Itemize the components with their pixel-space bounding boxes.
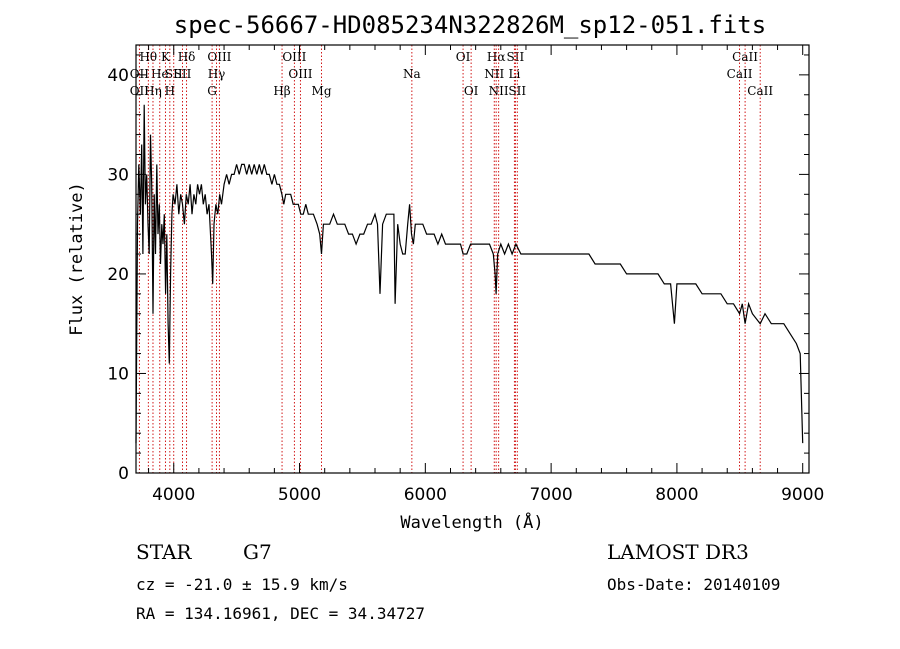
- line-marker-label: Hγ: [208, 67, 226, 81]
- line-marker-label: OIII: [288, 67, 312, 81]
- line-marker-label: OI: [456, 50, 471, 64]
- line-marker-label: NII: [484, 67, 504, 81]
- line-marker-label: NII: [489, 84, 509, 98]
- x-tick-label: 5000: [278, 485, 321, 505]
- line-marker-label: SII: [165, 67, 183, 81]
- line-marker-label: He: [151, 67, 169, 81]
- line-marker-label: CaII: [747, 84, 773, 98]
- object-class: STAR: [136, 540, 192, 564]
- line-marker-label: SII: [508, 84, 526, 98]
- x-tick-label: 6000: [404, 485, 447, 505]
- line-marker-label: Hα: [487, 50, 506, 64]
- line-marker-label: SII: [507, 50, 525, 64]
- line-marker-label: K: [161, 50, 171, 64]
- survey-name: LAMOST DR3: [607, 540, 749, 564]
- line-marker-label: CaII: [727, 67, 753, 81]
- plot-frame: [135, 44, 810, 474]
- line-marker-label: Hβ: [273, 84, 290, 98]
- y-axis-label: Flux (relative): [67, 182, 87, 336]
- line-marker-label: Mg: [312, 84, 332, 98]
- x-tick-label: 8000: [655, 485, 698, 505]
- line-marker-label: OIII: [207, 50, 231, 64]
- y-tick-label: 0: [118, 464, 129, 484]
- line-marker-label: Na: [403, 67, 421, 81]
- y-tick-label: 20: [107, 265, 129, 285]
- obs-date: Obs-Date: 20140109: [607, 575, 780, 594]
- line-marker-label: Li: [508, 67, 520, 81]
- redshift-text: cz = -21.0 ± 15.9 km/s: [136, 575, 348, 594]
- line-marker-label: Hη: [144, 84, 162, 98]
- spectrum-line: [135, 104, 804, 444]
- line-marker-label: H: [165, 84, 175, 98]
- axis-ticks: 4000 5000 6000 7000 8000 9000 0 10 20 30 40: [107, 45, 824, 505]
- line-marker-label: G: [207, 84, 217, 98]
- x-tick-label: 7000: [529, 485, 572, 505]
- line-marker-label: CaII: [732, 50, 758, 64]
- y-tick-label: 30: [107, 165, 129, 185]
- y-tick-label: 40: [107, 66, 129, 86]
- line-marker-label: SII: [174, 67, 192, 81]
- line-marker-label: OI: [464, 84, 479, 98]
- subclass: G7: [243, 540, 272, 564]
- line-marker-label: OII: [130, 67, 150, 81]
- line-marker-label: OIII: [282, 50, 306, 64]
- x-tick-label: 9000: [781, 485, 824, 505]
- y-tick-label: 10: [107, 364, 129, 384]
- line-marker-label: Hδ: [178, 50, 196, 64]
- chart-title: spec-56667-HD085234N322826M_sp12-051.fit…: [174, 11, 766, 39]
- coordinates: RA = 134.16961, DEC = 34.34727: [136, 604, 425, 623]
- line-marker-label: OII: [130, 84, 150, 98]
- line-marker-label: Hθ: [139, 50, 157, 64]
- x-axis-label: Wavelength (Å): [400, 511, 543, 533]
- x-tick-label: 4000: [152, 485, 195, 505]
